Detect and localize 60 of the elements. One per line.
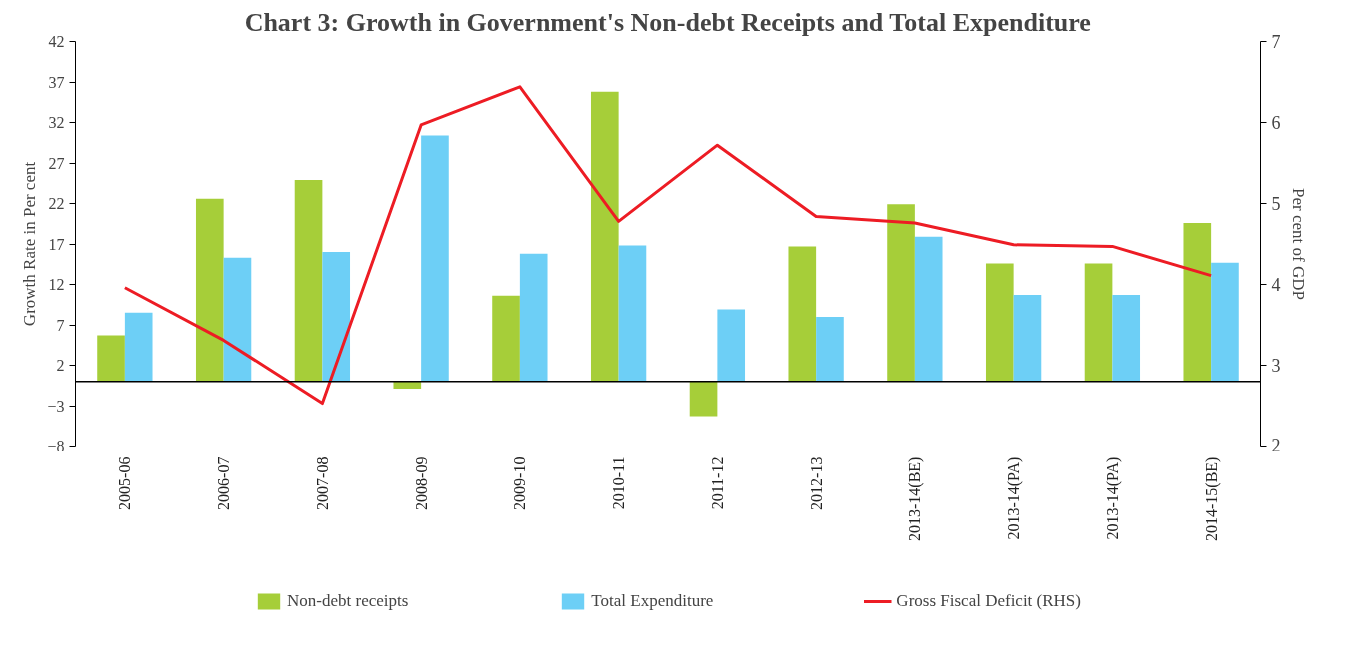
- bar: [1013, 295, 1042, 382]
- x-tick-label: 2013-14(PA): [1005, 456, 1024, 540]
- x-tick-label: 2008-09: [412, 456, 430, 510]
- bar: [816, 316, 844, 382]
- y2-tick-label: 7: [1271, 32, 1281, 52]
- y2-tick-label: 4: [1271, 275, 1281, 295]
- x-tick-label: 2013-14(BE): [906, 456, 925, 542]
- legend-label: Non-debt receipts: [287, 591, 409, 611]
- x-tick-label: 2010-11: [610, 456, 628, 510]
- bar: [887, 204, 915, 382]
- x-tick-label: 2006-07: [215, 456, 233, 510]
- bar: [195, 198, 224, 382]
- bar: [689, 381, 718, 417]
- bar: [322, 252, 351, 382]
- bar: [519, 253, 548, 382]
- y2-tick-label: 5: [1271, 194, 1281, 214]
- bar: [788, 246, 817, 382]
- y-tick-label: 22: [48, 195, 65, 212]
- x-tick-label: 2005-06: [116, 456, 134, 510]
- y-tick-label: 27: [48, 154, 65, 172]
- bar: [1112, 295, 1141, 382]
- y2-tick-label: 3: [1271, 356, 1281, 376]
- bar: [393, 381, 422, 389]
- chart-title: Chart 3: Growth in Government's Non-debt Receipts and Total Expenditure: [244, 7, 1091, 37]
- bar: [590, 91, 619, 382]
- x-tick-label: 2013-14(PA): [1103, 456, 1122, 540]
- y-tick-label: 2: [56, 357, 65, 374]
- line-series: [123, 85, 1213, 406]
- bar: [421, 135, 449, 382]
- y-tick-label: 7: [56, 316, 65, 334]
- bar: [914, 236, 943, 382]
- y-tick-label: 17: [48, 235, 65, 253]
- y-tick-label: 12: [48, 276, 65, 293]
- bar: [985, 263, 1014, 382]
- x-tick-label: 2009-10: [511, 456, 529, 510]
- x-tick-label: 2014-15(BE): [1202, 456, 1221, 542]
- legend-label: Gross Fiscal Deficit (RHS): [896, 591, 1081, 611]
- bar: [1211, 262, 1239, 382]
- x-tick-label: 2007-08: [313, 456, 331, 510]
- bar: [717, 309, 746, 382]
- y2-tick-label: 6: [1271, 113, 1281, 133]
- y-tick-label: −3: [47, 397, 65, 415]
- y-tick-label: 42: [48, 33, 65, 50]
- bar: [294, 180, 323, 382]
- bar: [1183, 222, 1212, 382]
- bar: [223, 257, 252, 382]
- y2-axis-title: Per cent of GDP: [1288, 188, 1308, 300]
- legend-label: Total Expenditure: [591, 591, 714, 611]
- y-tick-label: −8: [47, 437, 65, 455]
- y2-tick-label: 2: [1271, 435, 1281, 456]
- y-tick-label: 32: [48, 114, 65, 131]
- x-tick-label: 2012-13: [807, 456, 825, 510]
- bar: [97, 335, 125, 382]
- bar: [492, 295, 520, 382]
- y-axis-title: Growth Rate in Per cent: [20, 161, 40, 327]
- bar: [1084, 263, 1113, 382]
- bar: [124, 312, 153, 382]
- x-tick-label: 2011-12: [708, 456, 726, 510]
- bar: [618, 245, 647, 382]
- y-tick-label: 37: [48, 73, 65, 91]
